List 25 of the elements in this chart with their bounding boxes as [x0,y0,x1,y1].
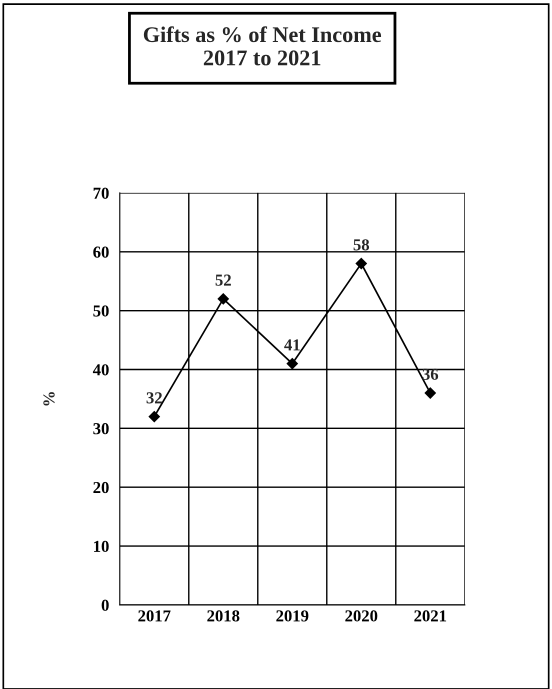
y-tick-label: 10 [94,540,109,552]
x-tick-label: 2020 [345,610,378,622]
point [424,387,436,399]
data-label: 58 [354,239,370,250]
data-label: 36 [422,368,438,380]
chart-title: Gifts as % of Net Income 2017 to 2021 [144,26,382,66]
data-label: 41 [284,339,300,350]
x-tick-label: 2018 [207,610,240,622]
point [286,358,298,370]
x-tick-label: 2017 [138,610,171,622]
y-tick-label: 50 [93,305,109,317]
point [356,258,367,270]
x-tick-label: 2021 [414,610,446,622]
y-tick-label: 0 [102,600,109,611]
point [148,410,160,422]
y-tick-label: 70 [94,188,109,199]
y-tick-label: 40 [92,364,109,376]
y-tick-label: 20 [93,482,109,494]
point [218,293,229,304]
y-axis-title: % [43,392,55,406]
data-label: 52 [216,274,231,286]
y-tick-label: 30 [93,423,109,434]
y-tick-label: 60 [93,246,109,258]
x-tick-label: 2019 [276,610,308,622]
data-label: 32 [146,392,162,404]
